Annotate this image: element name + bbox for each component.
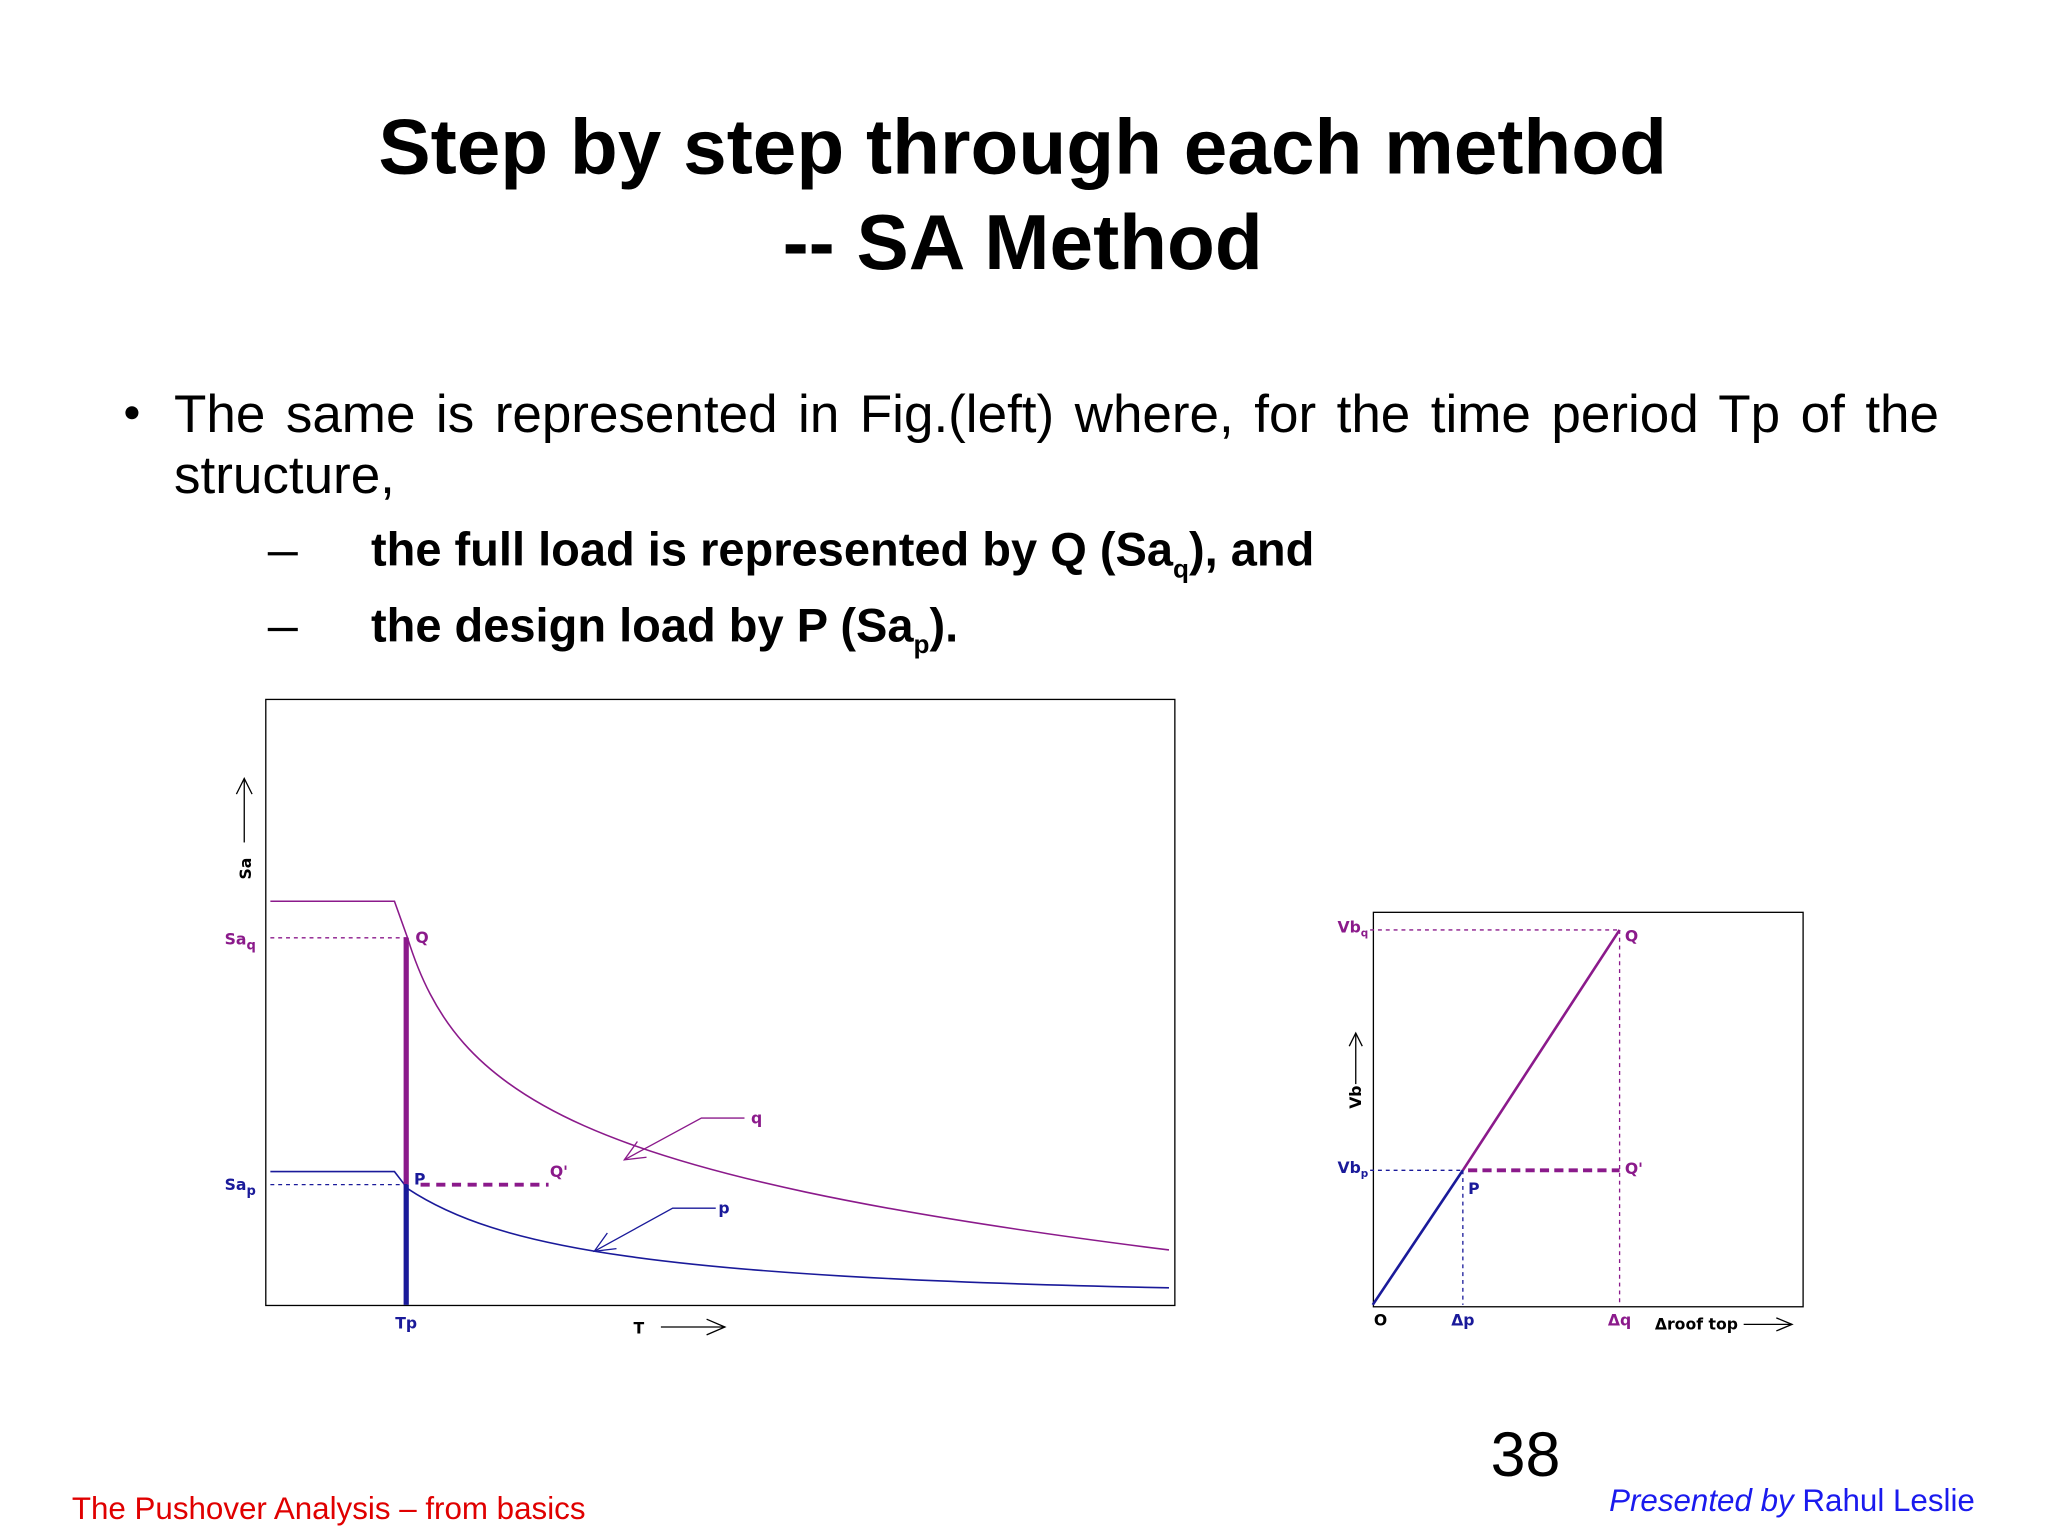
label-base: Sa [225,929,247,948]
plot-frame [1372,911,1804,1308]
bullet-marker [125,406,139,420]
page-number: 38 [1491,1420,1561,1490]
point-label: P [1468,1179,1479,1198]
sub-bullet-text: ). [929,598,958,651]
pushover-line [1371,1169,1464,1306]
footer-prefix: Presented by [1609,1483,1796,1518]
bullet-text: The same is represented in Fig.(left) wh… [174,385,1939,505]
pointer [593,1207,716,1252]
footer-name: Rahul Leslie [1802,1483,1974,1518]
sub-bullet: the design load by P (Sap). [371,598,958,659]
point-label: Q' [1625,1159,1643,1178]
label-base: Sa [225,1175,247,1194]
sub-bullet-text: ), and [1189,523,1314,576]
figure-right: Vb Δroof top Vbq Vbp Q Q' P O Δp Δq [1337,911,1804,1334]
curve-q [270,900,1170,1251]
dp-label: Δp [1451,1311,1474,1330]
point-label: P [414,1170,425,1189]
point-label: Q' [550,1162,568,1181]
y-axis-label: Vb [1346,1085,1365,1108]
footer-left: The Pushover Analysis – from basics [72,1491,586,1526]
point-label: Q [1625,927,1638,946]
curve-label: p [718,1198,729,1217]
axis-arrow-head [1348,1031,1363,1047]
curve-p [270,1170,1169,1289]
pointer-head [622,1141,647,1161]
sub-bullet: the full load is represented by Q (Saq),… [371,523,1314,584]
vbq-label: Vbq [1337,918,1368,940]
tp-label: Tp [395,1313,417,1332]
pushover-line [1461,929,1621,1171]
x-axis-label: Δroof top [1655,1315,1738,1334]
origin-label: O [1374,1311,1387,1330]
footer-right: Presented by Rahul Leslie [1609,1483,1975,1518]
sub-bullet-text: the design load by P (Sa [371,598,914,651]
saq-label: Saq [225,929,256,953]
plot-frame [265,698,1176,1307]
dq-label: Δq [1608,1311,1631,1330]
subscript: q [1173,553,1189,583]
title-line: Step by step through each method [378,103,1667,191]
label-sub: q [246,939,255,954]
title-line: -- SA Method [783,198,1263,286]
label-base: Vb [1337,918,1360,937]
subscript: p [913,629,929,659]
curve-label: q [751,1108,762,1127]
figure-left: Sa T Saq Sap Q P Q' q p Tp [225,698,1176,1338]
label-sub: p [1361,1168,1368,1180]
pointer [624,1117,745,1161]
label-base: Vb [1337,1158,1360,1177]
pointer-head [592,1232,617,1253]
vbp-label: Vbp [1337,1158,1368,1180]
axis-arrow-head [1776,1317,1794,1332]
sub-bullet-text: the full load is represented by Q (Sa [371,523,1174,576]
axis-arrow-head [235,776,253,795]
axis-arrow-head [706,1318,727,1336]
label-sub: p [246,1184,255,1199]
point-label: Q [415,928,428,947]
x-axis-label: T [633,1319,644,1338]
y-axis-label: Sa [236,858,255,880]
sap-label: Sap [225,1175,256,1199]
label-sub: q [1361,927,1368,939]
